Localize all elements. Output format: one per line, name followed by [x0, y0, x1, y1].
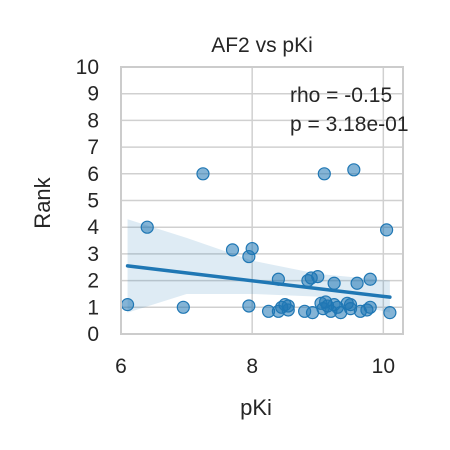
data-points	[120, 163, 397, 320]
y-tick-label: 8	[87, 109, 99, 132]
scatter-point	[350, 276, 364, 290]
y-tick-label: 2	[87, 270, 99, 293]
scatter-point	[225, 243, 240, 257]
y-tick-label: 6	[87, 163, 99, 186]
scatter-point	[347, 163, 361, 177]
x-ticks: 6 8 10	[115, 355, 395, 378]
y-tick-label: 5	[87, 190, 99, 213]
regression	[125, 264, 392, 299]
scatter-point	[120, 298, 135, 312]
y-tick-label: 3	[87, 243, 99, 266]
y-tick-label: 1	[87, 296, 99, 319]
scatter-point	[242, 299, 256, 313]
scatter-point	[380, 223, 394, 237]
scatter-point	[363, 300, 377, 314]
scatter-point	[383, 306, 397, 320]
scatter-point	[363, 272, 377, 286]
y-tick-label: 10	[76, 56, 99, 79]
scatter-point	[196, 167, 210, 181]
scatter-point	[311, 269, 325, 284]
chart-title: AF2 vs pKi	[211, 34, 313, 57]
scatter-point	[176, 300, 190, 314]
plot-frame	[120, 66, 404, 335]
y-tick-label: 7	[87, 136, 99, 159]
y-ticks: 0 1 2 3 4 5 6 7 8 9 10	[76, 56, 100, 346]
x-tick-label: 6	[115, 355, 127, 378]
scatter-point	[245, 241, 259, 256]
x-tick-label: 8	[246, 355, 258, 378]
scatter-point	[327, 276, 341, 290]
scatter-point	[343, 298, 358, 312]
y-tick-label: 0	[87, 323, 99, 346]
x-tick-label: 10	[372, 355, 395, 378]
regression-line	[125, 264, 392, 299]
y-axis-label: Rank	[30, 176, 55, 228]
scatter-point	[140, 220, 154, 234]
annotation-rho: rho = -0.15	[290, 84, 392, 107]
scatter-point	[317, 167, 331, 181]
annotation-p: p = 3.18e-01	[290, 113, 409, 136]
x-axis-label: pKi	[240, 395, 272, 420]
y-tick-label: 4	[87, 216, 99, 239]
scatter-point	[281, 303, 295, 317]
y-tick-label: 9	[87, 83, 99, 106]
